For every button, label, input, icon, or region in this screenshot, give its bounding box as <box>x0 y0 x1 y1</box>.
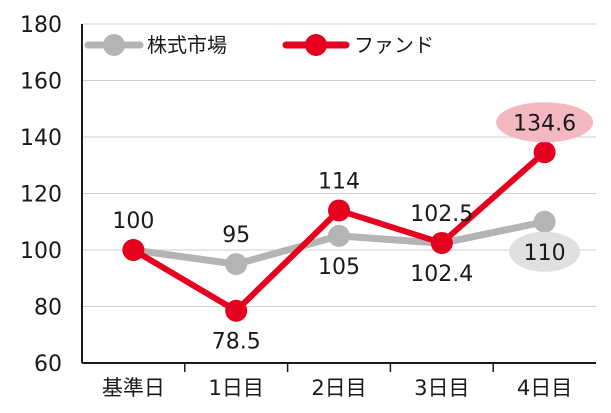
y-tick-label: 120 <box>20 183 62 208</box>
data-label-badge <box>496 102 594 143</box>
data-point <box>430 231 453 254</box>
y-tick-label: 100 <box>20 239 62 264</box>
data-point <box>328 199 350 222</box>
data-point <box>225 299 248 322</box>
y-tick-label: 80 <box>34 296 62 321</box>
data-point <box>328 224 350 247</box>
data-label: 134.6 <box>513 111 576 136</box>
legend-marker <box>103 34 125 56</box>
legend-item: 株式市場 <box>84 33 227 57</box>
data-label: 100 <box>112 209 154 234</box>
data-point <box>122 239 145 261</box>
series-2 <box>122 141 556 322</box>
data-label: 78.5 <box>212 330 261 355</box>
y-tick-label: 140 <box>20 126 62 151</box>
data-label-badge <box>509 231 581 272</box>
data-point <box>533 141 556 164</box>
grid <box>82 23 596 307</box>
x-tick-label: 基準日 <box>102 376 165 400</box>
x-tick-label: 1日目 <box>209 376 264 400</box>
data-label: 110 <box>524 241 566 266</box>
legend: 株式市場 ファンド <box>84 33 434 57</box>
legend-label: 株式市場 <box>147 33 227 57</box>
data-label: 102.5 <box>410 202 473 227</box>
legend-item: ファンド <box>282 33 434 57</box>
y-tick-label: 60 <box>34 352 62 377</box>
legend-label: ファンド <box>354 33 434 57</box>
data-label: 102.4 <box>410 262 473 287</box>
x-tick-label: 2日目 <box>311 376 366 400</box>
y-tick-label: 180 <box>20 13 62 38</box>
data-label: 114 <box>318 169 360 194</box>
x-tick-label: 4日目 <box>517 376 572 400</box>
data-label: 105 <box>318 255 360 280</box>
legend-marker <box>305 34 327 56</box>
series-lines <box>122 141 556 322</box>
data-point <box>225 253 248 276</box>
data-label: 95 <box>222 223 250 248</box>
data-labels: 95 105 102.4 110 100 78.5 114 102.5 134.6 <box>112 102 594 355</box>
axes: 60 80 100 120 140 160 180 基準日 1日目 2日目 3日目 4日目 <box>20 13 596 400</box>
y-tick-label: 160 <box>20 70 62 95</box>
data-point <box>533 210 556 233</box>
x-tick-label: 3日目 <box>414 376 469 400</box>
